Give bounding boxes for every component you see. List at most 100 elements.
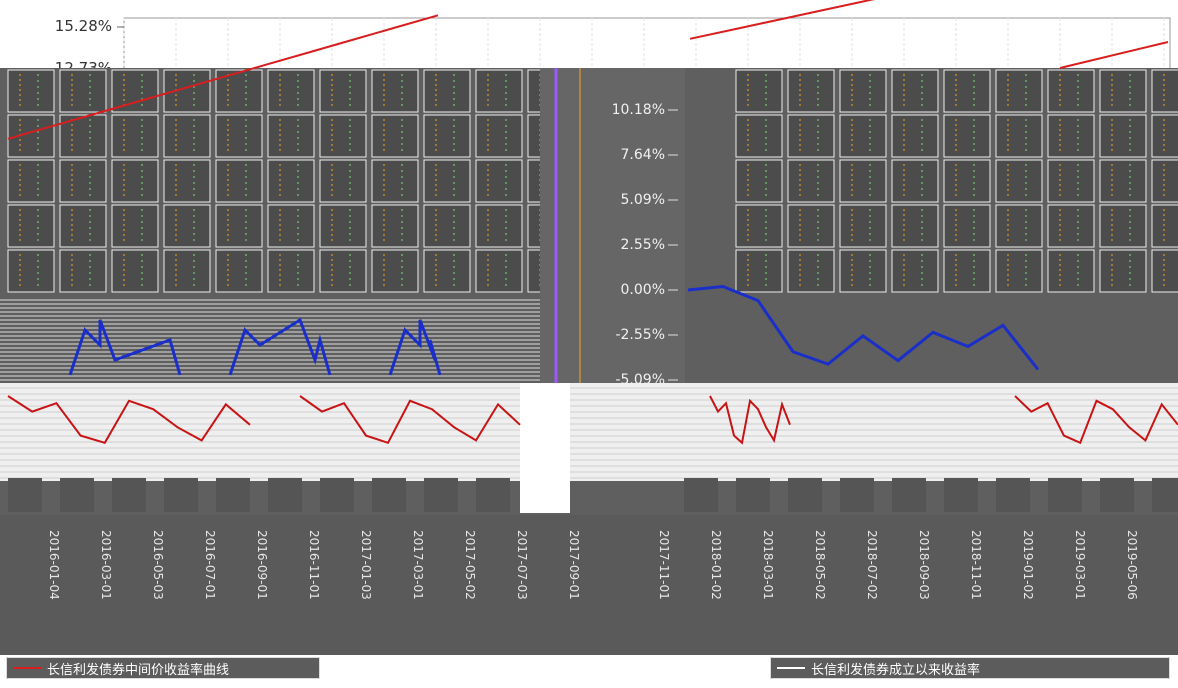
grid-cell <box>163 204 211 248</box>
grid-cell <box>475 249 523 293</box>
bar-pattern <box>268 478 302 512</box>
grid-cell <box>839 114 887 158</box>
legend-right: 长信利发债券成立以来收益率 <box>770 657 1170 679</box>
grid-cell <box>995 159 1043 203</box>
grid-cell <box>371 114 419 158</box>
grid-cell <box>7 69 55 113</box>
grid-cell <box>995 249 1043 293</box>
bar-pattern <box>1048 478 1082 512</box>
plot-frame-top <box>123 17 1171 71</box>
grid-cell <box>267 249 315 293</box>
grid-cell <box>735 204 783 248</box>
x-tick-label: 2016-09-01 <box>255 530 269 600</box>
bar-pattern <box>60 478 94 512</box>
bar-pattern <box>892 478 926 512</box>
grid-cell <box>215 249 263 293</box>
x-tick-label: 2019-01-02 <box>1021 530 1035 600</box>
grid-cell <box>943 69 991 113</box>
series-return-fragment <box>68 319 182 376</box>
x-tick-label: 2018-05-02 <box>813 530 827 600</box>
legend-label-1: 长信利发债券中间价收益率曲线 <box>47 662 230 678</box>
y-tick-label-middle: -2.55% <box>615 327 665 343</box>
center-column <box>540 68 685 383</box>
x-tick-label: 2016-11-01 <box>307 530 321 600</box>
grid-cell <box>423 114 471 158</box>
x-tick-label: 2017-01-03 <box>359 530 373 600</box>
grid-cell <box>1099 114 1147 158</box>
grid-cell <box>1047 114 1095 158</box>
grid-cell <box>371 69 419 113</box>
x-tick-label: 2017-05-02 <box>463 530 477 600</box>
y-tick-label-middle: 7.64% <box>621 147 665 163</box>
x-tick-label: 2018-09-03 <box>917 530 931 600</box>
grid-cell <box>7 204 55 248</box>
grid-cell <box>891 204 939 248</box>
bar-pattern <box>216 478 250 512</box>
grid-cell <box>423 69 471 113</box>
bar-pattern <box>684 478 718 512</box>
grid-cell <box>215 159 263 203</box>
bar-pattern <box>320 478 354 512</box>
grid-cell <box>1151 249 1178 293</box>
grid-cell <box>1151 69 1178 113</box>
lower-white-gap <box>520 383 570 513</box>
bar-pattern <box>112 478 146 512</box>
grid-cell <box>163 114 211 158</box>
grid-cell <box>371 159 419 203</box>
grid-cell <box>475 159 523 203</box>
grid-cell <box>735 114 783 158</box>
x-tick-label: 2016-05-03 <box>151 530 165 600</box>
grid-cell <box>1151 114 1178 158</box>
grid-cell <box>1047 159 1095 203</box>
grid-cell <box>111 159 159 203</box>
grid-cell <box>1047 204 1095 248</box>
series-return-fragment <box>388 319 442 376</box>
x-tick-label: 2016-03-01 <box>99 530 113 600</box>
grid-cell <box>319 114 367 158</box>
grid-cell <box>787 69 835 113</box>
bar-pattern <box>1100 478 1134 512</box>
series-drawdown-line <box>1014 395 1178 445</box>
bar-pattern <box>164 478 198 512</box>
bar-pattern <box>8 478 42 512</box>
grid-cell <box>943 114 991 158</box>
grid-cell <box>787 249 835 293</box>
grid-cell <box>319 159 367 203</box>
grid-cell <box>59 159 107 203</box>
grid-cell <box>475 204 523 248</box>
bar-pattern <box>1152 478 1178 512</box>
series-return-fragment <box>228 317 332 376</box>
grid-cell <box>1099 69 1147 113</box>
series-drawdown-line <box>709 395 791 445</box>
x-tick-label: 2019-03-01 <box>1073 530 1087 600</box>
bar-pattern <box>372 478 406 512</box>
series-drawdown-line <box>299 395 521 445</box>
x-tick-label: 2019-05-06 <box>1125 530 1139 600</box>
grid-cell <box>371 204 419 248</box>
grid-cell <box>839 69 887 113</box>
grid-cell <box>111 69 159 113</box>
grid-cell <box>59 204 107 248</box>
x-tick-label: 2016-01-04 <box>47 530 61 600</box>
grid-cell <box>163 159 211 203</box>
grid-cell <box>839 204 887 248</box>
grid-cell <box>1151 204 1178 248</box>
grid-cell <box>319 204 367 248</box>
grid-cell <box>1099 204 1147 248</box>
legend-label-2: 长信利发债券成立以来收益率 <box>811 662 981 678</box>
x-tick-label: 2017-09-01 <box>567 530 581 600</box>
x-tick-label: 2017-03-01 <box>411 530 425 600</box>
grid-cell <box>7 249 55 293</box>
grid-cell <box>267 204 315 248</box>
grid-cell <box>891 69 939 113</box>
grid-cell <box>319 249 367 293</box>
grid-cell <box>891 249 939 293</box>
grid-cell <box>163 249 211 293</box>
grid-cell <box>891 159 939 203</box>
series-drawdown-line <box>7 395 251 444</box>
bar-pattern <box>424 478 458 512</box>
grid-cell <box>839 159 887 203</box>
bar-pattern <box>840 478 874 512</box>
grid-cell <box>1151 159 1178 203</box>
